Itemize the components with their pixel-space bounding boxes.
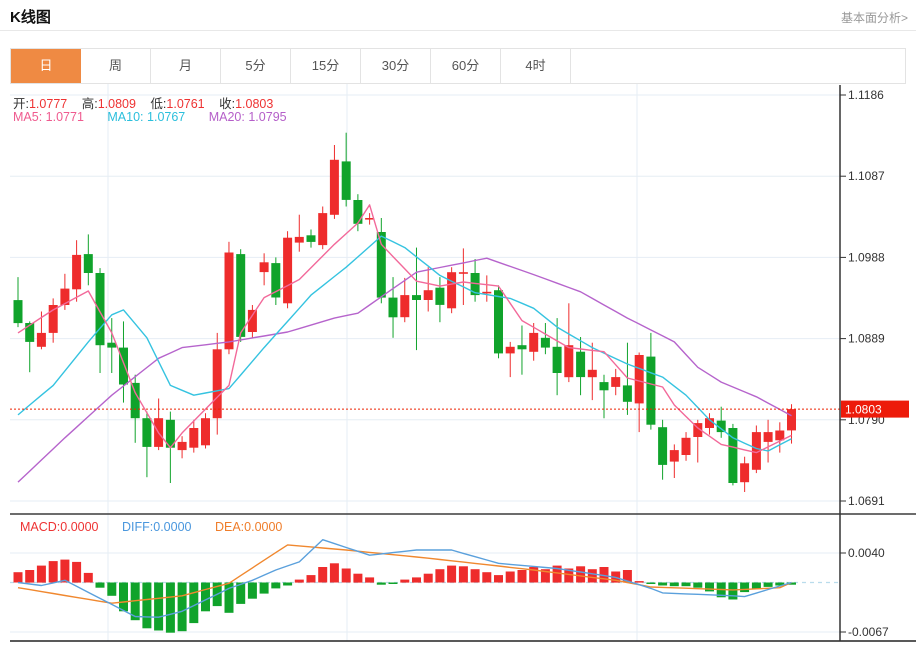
ma10-line (17, 235, 792, 452)
open-label: 开: (13, 97, 29, 111)
tab-week[interactable]: 周 (81, 49, 151, 83)
ma-legend: MA5: 1.0771 MA10: 1.0767 MA20: 1.0795 (13, 110, 287, 124)
dea-line (17, 544, 792, 604)
svg-text:-0.0067: -0.0067 (848, 625, 889, 639)
svg-text:1.0988: 1.0988 (848, 250, 885, 264)
tab-5min[interactable]: 5分 (221, 49, 291, 83)
svg-text:1.0889: 1.0889 (848, 332, 885, 346)
svg-text:1.1186: 1.1186 (848, 88, 884, 102)
macd-label: MACD: (20, 520, 61, 534)
diff-value: 0.0000 (153, 520, 192, 534)
ma20-label: MA20: (208, 110, 245, 124)
diff-label: DIFF: (122, 520, 154, 534)
macd-histogram (13, 559, 796, 633)
ma10-value: 1.0767 (147, 110, 186, 124)
tab-15min[interactable]: 15分 (291, 49, 361, 83)
ma5-label: MA5: (13, 110, 43, 124)
tab-60min[interactable]: 60分 (431, 49, 501, 83)
ma5-line (17, 204, 792, 454)
close-value: 1.0803 (235, 97, 274, 111)
ma5-value: 1.0771 (45, 110, 84, 124)
svg-text:1.1087: 1.1087 (848, 169, 885, 183)
header-divider (0, 30, 916, 31)
macd-value: 0.0000 (60, 520, 99, 534)
ma10-label: MA10: (107, 110, 144, 124)
diff-line (17, 539, 792, 618)
ma20-line (17, 257, 792, 483)
price-marker: 1.0803 (841, 400, 909, 418)
tab-4hour[interactable]: 4时 (501, 49, 571, 83)
macd-legend: MACD:0.0000 DIFF:0.0000 DEA:0.0000 (20, 520, 282, 534)
svg-text:0.0040: 0.0040 (848, 546, 885, 560)
tab-day[interactable]: 日 (11, 49, 81, 83)
high-label: 高: (81, 97, 98, 111)
high-value: 1.0809 (97, 97, 136, 111)
svg-text:1.0691: 1.0691 (848, 494, 885, 508)
page-title: K线图 (10, 9, 51, 26)
tab-30min[interactable]: 30分 (361, 49, 431, 83)
period-tabbar: 日 周 月 5分 15分 30分 60分 4时 (10, 48, 906, 84)
low-value: 1.0761 (166, 97, 205, 111)
dea-label: DEA: (214, 520, 245, 534)
close-label: 收: (219, 97, 236, 111)
ohlc-legend: 开:1.0777 高:1.0809 低:1.0761 收:1.0803 (13, 93, 284, 112)
open-value: 1.0777 (28, 97, 68, 111)
ma20-value: 1.0795 (248, 110, 287, 124)
dea-value: 0.0000 (244, 520, 283, 534)
candle-series (13, 132, 796, 492)
fundamental-analysis-link[interactable]: 基本面分析> (840, 11, 908, 25)
low-label: 低: (150, 97, 167, 111)
svg-text:1.0803: 1.0803 (845, 403, 882, 417)
tab-month[interactable]: 月 (151, 49, 221, 83)
y-axis: 1.11861.10871.09881.08891.07901.06910.00… (839, 85, 889, 641)
